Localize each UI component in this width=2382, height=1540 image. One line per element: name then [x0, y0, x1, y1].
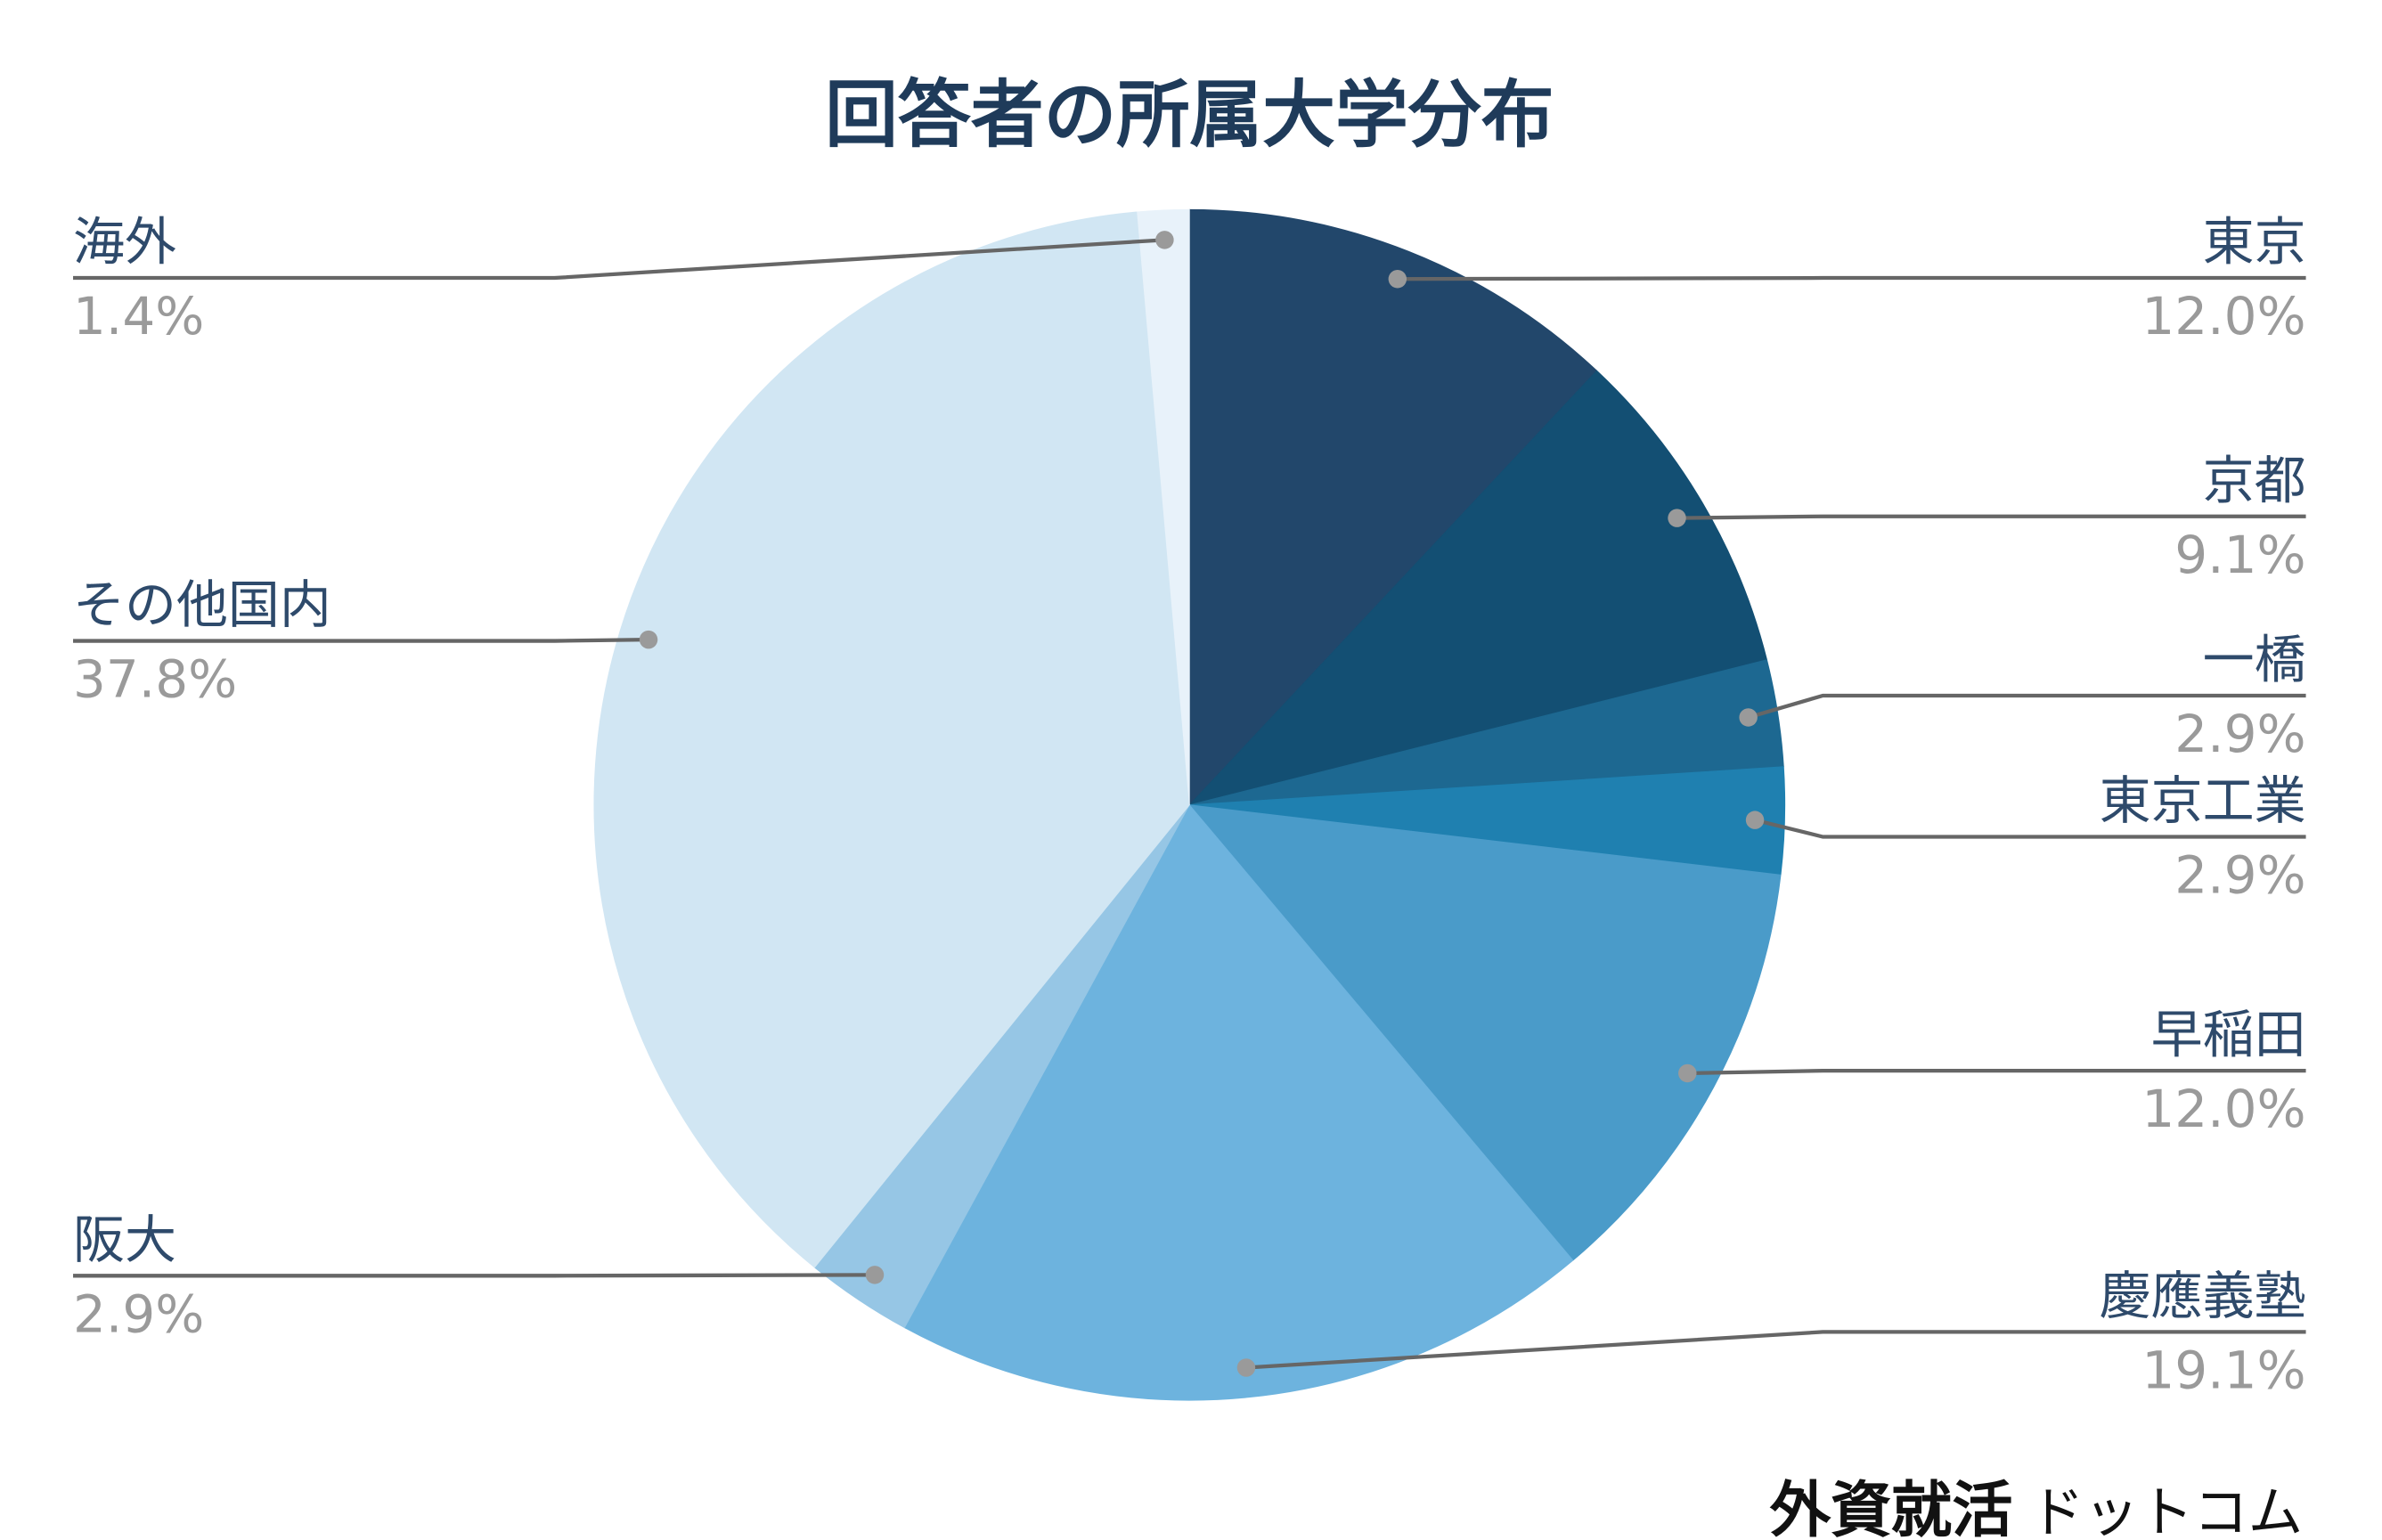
pie-slice	[593, 211, 1190, 1268]
slice-value-label: 2.9%	[2174, 845, 2305, 906]
slice-value-label: 1.4%	[73, 286, 204, 346]
leader-dot	[1236, 1358, 1256, 1377]
slice-name: 一橋	[2203, 629, 2306, 689]
leader-line	[1397, 275, 2306, 281]
slice-value-label: 2.9%	[73, 1283, 204, 1344]
slice-name: 慶應義塾	[2100, 1266, 2306, 1326]
slice-name: その他国内	[73, 574, 331, 635]
slice-name: 海外	[73, 212, 176, 273]
leader-line	[1676, 514, 2306, 520]
leader-dot	[1668, 509, 1686, 527]
slice-name: 早稲田	[2151, 1005, 2306, 1065]
leader-line	[1748, 693, 2306, 720]
slice-value-label: 37.8%	[73, 649, 237, 710]
logo-sub: ドットコム	[2029, 1481, 2303, 1540]
slice-value-label: 12.0%	[2141, 286, 2305, 346]
chart-title: 回答者の所属大学分布	[825, 73, 1554, 158]
leader-line	[1687, 1068, 2306, 1076]
slice-value-label: 19.1%	[2141, 1340, 2305, 1400]
slice-value-label: 2.9%	[2174, 704, 2305, 764]
leader-dot	[865, 1266, 885, 1284]
logo-main: 外資就活	[1769, 1475, 2013, 1540]
leader-line	[1245, 1330, 2306, 1370]
pie-slice	[903, 803, 1574, 1401]
pie-slice	[1187, 370, 1768, 806]
leader-line	[73, 238, 1165, 281]
leader-dot	[1739, 708, 1758, 727]
slice-name: 東京	[2203, 212, 2306, 273]
leader-dot	[1155, 231, 1174, 249]
leader-dot	[1745, 811, 1765, 829]
slice-name: 阪大	[73, 1210, 176, 1270]
leader-dot	[1388, 270, 1407, 289]
pie-slice	[1137, 208, 1190, 805]
slice-value-label: 12.0%	[2141, 1079, 2305, 1139]
pie-slice	[1188, 208, 1598, 806]
slice-name: 東京工業	[2100, 770, 2306, 831]
slice-name: 京都	[2203, 450, 2306, 510]
leader-dot	[1678, 1063, 1697, 1083]
leader-dot	[639, 630, 658, 649]
pie-slice	[1188, 804, 1782, 1261]
slice-value-label: 9.1%	[2174, 525, 2305, 585]
leader-line	[1754, 818, 2306, 839]
